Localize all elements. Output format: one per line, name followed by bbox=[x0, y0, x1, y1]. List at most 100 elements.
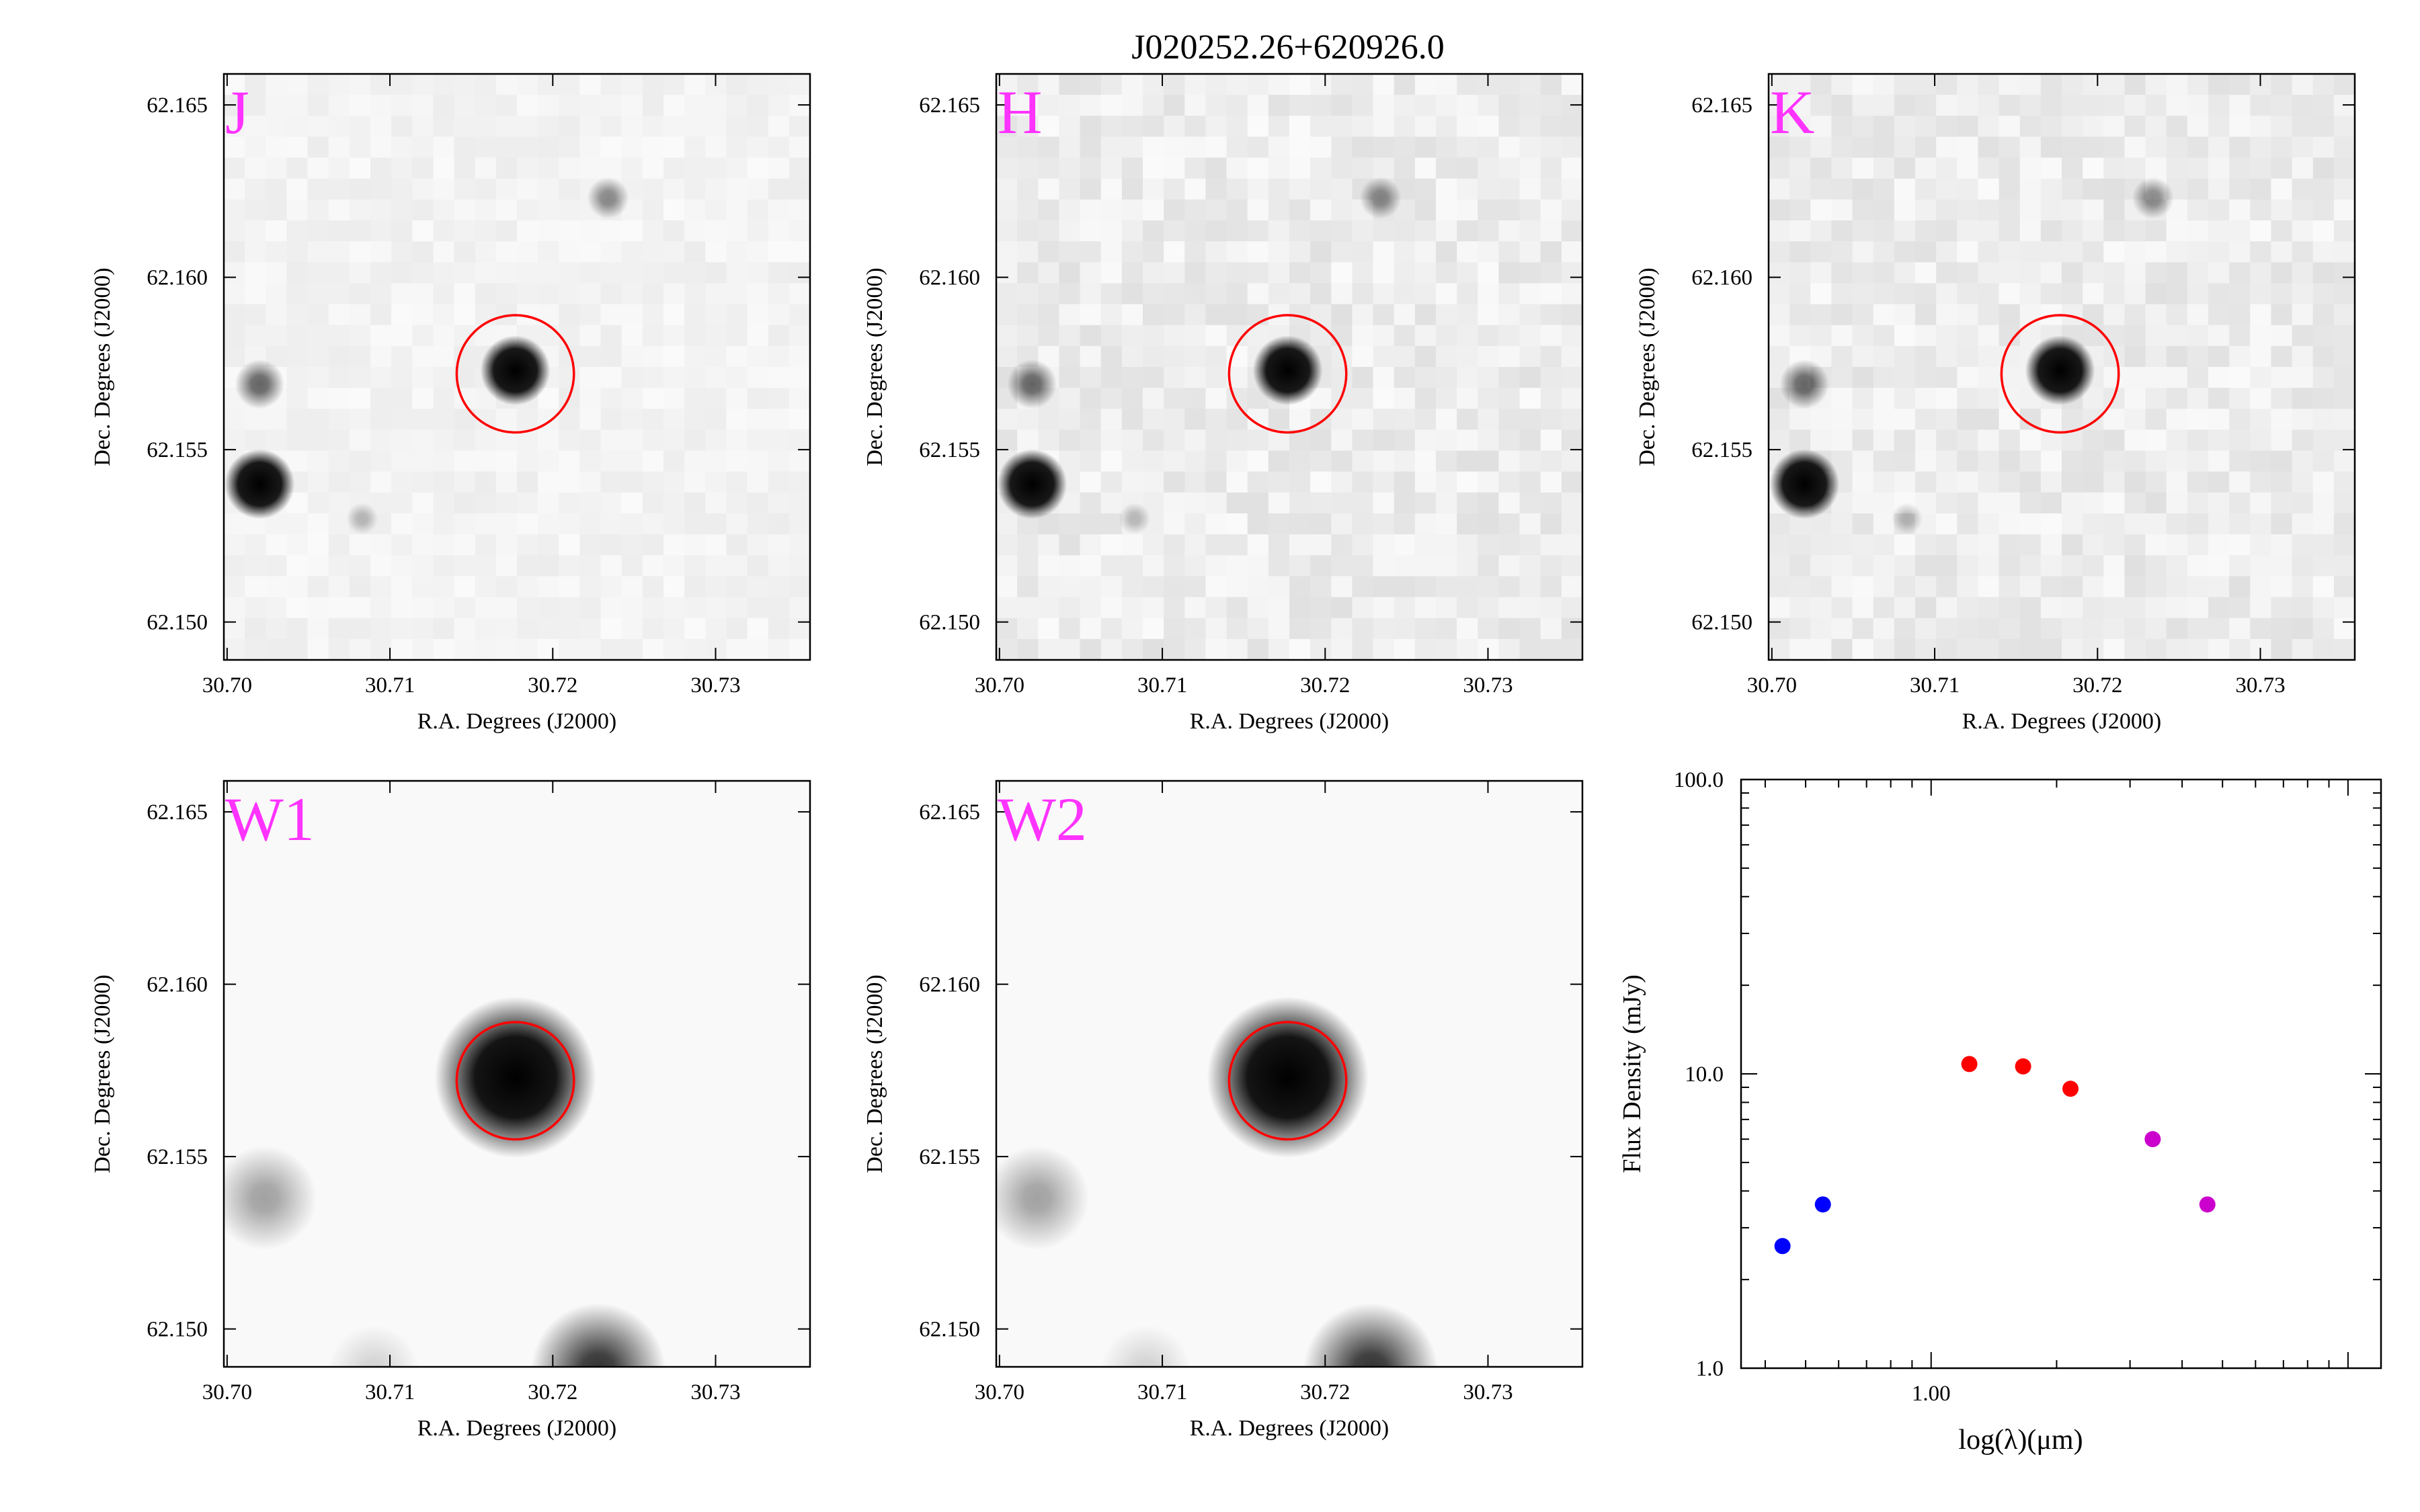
x-tick-label: 30.71 bbox=[1137, 1380, 1187, 1404]
star bbox=[235, 359, 285, 409]
y-tick-label: 100.0 bbox=[1674, 768, 1724, 792]
band-label: W2 bbox=[998, 785, 1087, 853]
y-axis-label: Dec. Degrees (J2000) bbox=[90, 267, 115, 466]
x-tick-label: 30.73 bbox=[2235, 673, 2285, 698]
sed-plot: 1.0 10.0 100.0 1.00 log(λ)(μm) Flux Density (… bbox=[1618, 768, 2382, 1456]
target-aperture bbox=[1227, 314, 1348, 434]
sed-point bbox=[1961, 1056, 1978, 1073]
x-axis-label: R.A. Degrees (J2000) bbox=[417, 709, 617, 734]
star bbox=[1359, 177, 1402, 219]
x-tick-label: 30.73 bbox=[1463, 673, 1513, 698]
source-blob bbox=[1207, 997, 1369, 1159]
y-tick-label: 62.150 bbox=[1691, 611, 1752, 635]
sed-y-axis-label: Flux Density (mJy) bbox=[1618, 974, 1646, 1173]
star bbox=[1891, 503, 1923, 535]
sed-point bbox=[1774, 1238, 1791, 1255]
sed-point bbox=[2062, 1081, 2079, 1097]
image-w1 bbox=[224, 781, 810, 1367]
sed-point bbox=[2144, 1131, 2161, 1148]
x-axis-label: R.A. Degrees (J2000) bbox=[1190, 1416, 1389, 1441]
target-aperture bbox=[1227, 1021, 1348, 1141]
star bbox=[480, 335, 551, 406]
y-tick-label: 62.165 bbox=[147, 800, 208, 825]
y-tick-label: 62.160 bbox=[919, 266, 980, 290]
y-tick-label: 62.150 bbox=[147, 1318, 208, 1342]
y-tick-label: 62.150 bbox=[919, 611, 980, 635]
y-tick-label: 62.155 bbox=[919, 1145, 980, 1169]
y-axis-label: Dec. Degrees (J2000) bbox=[862, 267, 887, 466]
x-tick-label: 30.70 bbox=[975, 1380, 1024, 1404]
y-tick-label: 62.155 bbox=[147, 1145, 208, 1169]
image-h bbox=[996, 74, 1582, 660]
image-w2 bbox=[996, 781, 1582, 1367]
y-tick-label: 62.155 bbox=[919, 438, 980, 462]
x-tick-label: 30.71 bbox=[365, 1380, 415, 1404]
x-tick-label: 30.71 bbox=[1137, 673, 1187, 698]
image-panel-h: 30.70 30.71 30.72 30.73 62.150 62.155 62.160 62… bbox=[862, 73, 1584, 734]
star bbox=[1252, 335, 1323, 406]
star bbox=[346, 503, 378, 535]
x-tick-label: 30.73 bbox=[690, 673, 740, 698]
source-blob bbox=[531, 1303, 666, 1367]
y-axis-label: Dec. Degrees (J2000) bbox=[862, 974, 887, 1173]
x-tick-label: 30.73 bbox=[1463, 1380, 1513, 1404]
x-tick-label: 30.72 bbox=[1300, 673, 1350, 698]
star bbox=[1769, 449, 1840, 519]
y-tick-label: 62.165 bbox=[919, 93, 980, 118]
y-axis-label: Dec. Degrees (J2000) bbox=[1635, 267, 1660, 466]
y-tick-label: 62.165 bbox=[1691, 93, 1752, 118]
y-tick-label: 62.150 bbox=[919, 1318, 980, 1342]
source-blob bbox=[996, 1146, 1090, 1251]
target-aperture bbox=[2000, 314, 2120, 434]
y-tick-label: 62.160 bbox=[147, 266, 208, 290]
x-tick-label: 30.72 bbox=[1300, 1380, 1350, 1404]
source-blob bbox=[434, 997, 596, 1159]
x-tick-label: 30.70 bbox=[202, 1380, 252, 1404]
image-panel-k: 30.70 30.71 30.72 30.73 62.150 62.155 62.160 62… bbox=[1635, 73, 2356, 734]
x-tick-label: 30.71 bbox=[365, 673, 415, 698]
panel-frame bbox=[1767, 73, 2356, 661]
source-blob bbox=[224, 1146, 317, 1251]
sed-point bbox=[1814, 1196, 1831, 1213]
band-label: K bbox=[1770, 78, 1814, 146]
y-tick-label: 10.0 bbox=[1685, 1062, 1724, 1087]
target-aperture bbox=[455, 314, 575, 434]
sed-point bbox=[2199, 1196, 2216, 1213]
x-tick-label: 30.73 bbox=[690, 1380, 740, 1404]
y-tick-label: 62.155 bbox=[147, 438, 208, 462]
y-tick-label: 62.155 bbox=[1691, 438, 1752, 462]
sed-point bbox=[2015, 1058, 2031, 1075]
y-tick-label: 62.165 bbox=[147, 93, 208, 118]
x-tick-label: 30.70 bbox=[1747, 673, 1797, 698]
figure-title: J020252.26+620926.0 bbox=[1131, 28, 1445, 67]
band-label: J bbox=[225, 78, 249, 146]
band-label: H bbox=[998, 78, 1042, 146]
source-blob bbox=[1100, 1325, 1192, 1367]
image-panel-w1: 30.70 30.71 30.72 30.73 62.150 62.155 62.160 62… bbox=[90, 780, 811, 1441]
x-tick-label: 30.71 bbox=[1910, 673, 1960, 698]
star bbox=[1119, 503, 1151, 535]
image-panel-w2: 30.70 30.71 30.72 30.73 62.150 62.155 62.160 62… bbox=[862, 780, 1584, 1441]
star bbox=[2025, 335, 2095, 406]
x-tick-label: 30.72 bbox=[2072, 673, 2122, 698]
source-blob bbox=[1303, 1303, 1438, 1367]
image-panel-j: 30.70 30.71 30.72 30.73 62.150 62.155 62.160 62… bbox=[90, 73, 811, 734]
x-axis-label: R.A. Degrees (J2000) bbox=[417, 1416, 617, 1441]
star bbox=[1007, 359, 1057, 409]
y-tick-label: 62.165 bbox=[919, 800, 980, 825]
band-label: W1 bbox=[225, 785, 315, 853]
x-tick-label: 1.00 bbox=[1912, 1382, 1951, 1406]
x-axis-label: R.A. Degrees (J2000) bbox=[1190, 709, 1389, 734]
sed-x-axis-label: log(λ)(μm) bbox=[1958, 1425, 2083, 1456]
star bbox=[1779, 359, 1830, 409]
y-tick-label: 62.160 bbox=[147, 973, 208, 997]
image-j bbox=[224, 74, 810, 660]
star bbox=[997, 449, 1067, 519]
star bbox=[587, 177, 629, 219]
x-tick-label: 30.70 bbox=[975, 673, 1024, 698]
target-aperture bbox=[455, 1021, 575, 1141]
x-tick-label: 30.70 bbox=[202, 673, 252, 698]
image-k bbox=[1769, 74, 2355, 660]
y-tick-label: 62.150 bbox=[147, 611, 208, 635]
